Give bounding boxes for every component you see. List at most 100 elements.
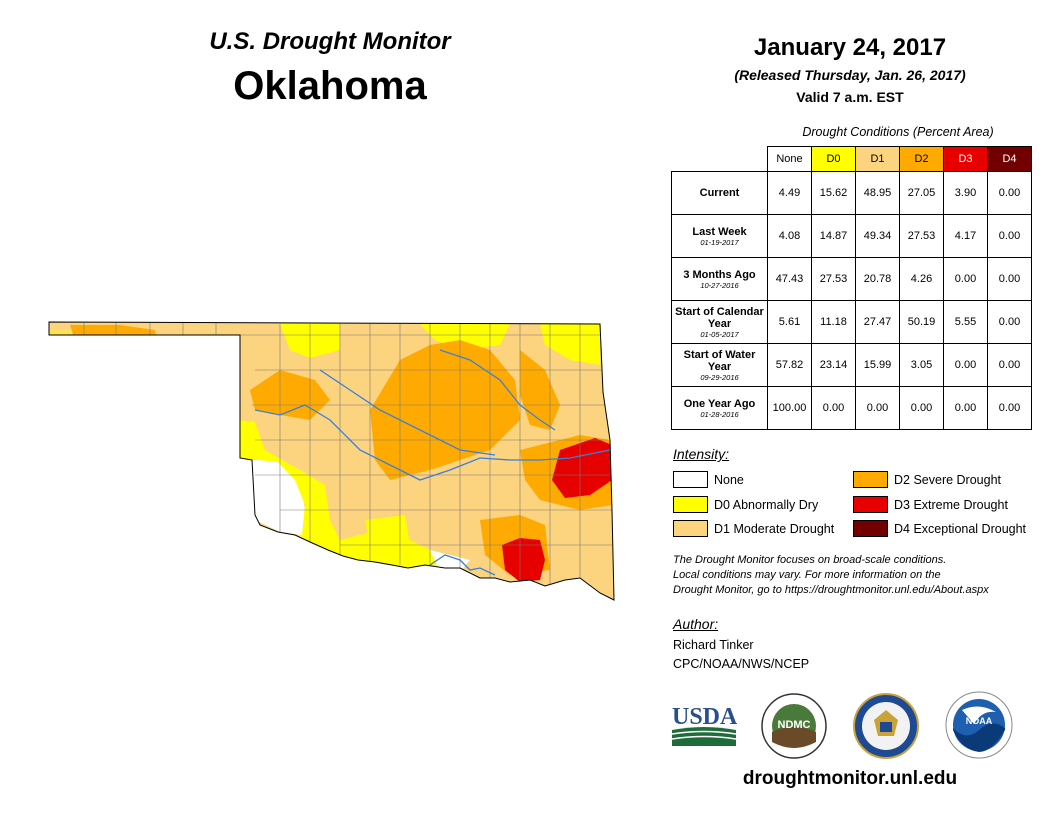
legend-item-d0: D0 Abnormally Dry — [673, 496, 818, 513]
table-cell: 5.61 — [767, 300, 812, 344]
table-cell: 27.47 — [855, 300, 900, 344]
table-cell: 11.18 — [811, 300, 856, 344]
table-cell: 50.19 — [899, 300, 944, 344]
table-cell: 20.78 — [855, 257, 900, 301]
col-d3: D3 — [943, 146, 988, 172]
legend-label: D1 Moderate Drought — [714, 521, 835, 536]
table-header-row: None D0 D1 D2 D3 D4 — [672, 146, 1032, 172]
row-date: 10-27-2016 — [700, 280, 739, 290]
table-cell: 0.00 — [855, 386, 900, 430]
table-row: Start of Water Year 09-29-2016 57.82 23.14 1… — [671, 343, 1032, 387]
table-cell: 48.95 — [855, 171, 900, 215]
table-cell: 4.26 — [899, 257, 944, 301]
legend-item-d4: D4 Exceptional Drought — [853, 520, 1026, 537]
row-label: Start of Water Year 09-29-2016 — [671, 343, 768, 387]
table-cell: 0.00 — [987, 257, 1032, 301]
col-d2: D2 — [899, 146, 944, 172]
none-area — [240, 460, 305, 535]
svg-text:USDA: USDA — [672, 704, 737, 730]
table-cell: 4.08 — [767, 214, 812, 258]
table-cell: 15.62 — [811, 171, 856, 215]
col-d0: D0 — [811, 146, 856, 172]
row-label: Current — [671, 171, 768, 215]
table-row: Start of Calendar Year 01-05-2017 5.61 11.1… — [671, 300, 1032, 344]
note-line: Local conditions may vary. For more info… — [673, 569, 941, 581]
legend-item-d2: D2 Severe Drought — [853, 471, 1001, 488]
legend-label: None — [714, 472, 744, 487]
table-cell: 0.00 — [811, 386, 856, 430]
row-label-text: Last Week — [692, 225, 747, 238]
legend-swatch — [673, 520, 708, 537]
map-date: January 24, 2017 — [753, 34, 947, 61]
table-cell: 4.49 — [767, 171, 812, 215]
row-label-text: Start of Water Year — [683, 348, 756, 373]
table-row: One Year Ago 01-28-2016 100.00 0.00 0.00 0.00… — [671, 386, 1032, 430]
table-cell: 0.00 — [943, 257, 988, 301]
col-d4: D4 — [987, 146, 1032, 172]
table-cell: 27.05 — [899, 171, 944, 215]
table-cell: 0.00 — [987, 214, 1032, 258]
noaa-logo-icon: NOAA — [945, 691, 1013, 759]
legend-item-d1: D1 Moderate Drought — [673, 520, 834, 537]
row-date: 01-19-2017 — [700, 237, 739, 247]
table-cell: 0.00 — [987, 300, 1032, 344]
drought-stats-table: None D0 D1 D2 D3 D4 Current 4.49 15.62 48.9… — [671, 146, 1032, 430]
row-label-text: Current — [699, 187, 740, 199]
table-cell: 0.00 — [943, 386, 988, 430]
table-row: Last Week 01-19-2017 4.08 14.87 49.34 27.53 4.… — [671, 214, 1032, 258]
river — [429, 554, 496, 576]
table-corner — [672, 147, 768, 172]
state-title: Oklahoma — [233, 64, 427, 108]
row-label: One Year Ago 01-28-2016 — [671, 386, 768, 430]
legend-swatch — [853, 471, 888, 488]
website-url: droughtmonitor.unl.edu — [742, 768, 958, 789]
author-name: Richard Tinker — [673, 638, 754, 652]
d0-area — [365, 515, 410, 548]
oklahoma-drought-map — [48, 321, 615, 601]
note-line: Drought Monitor, go to https://droughtmo… — [673, 584, 989, 596]
table-cell: 0.00 — [899, 386, 944, 430]
row-label: Start of Calendar Year 01-05-2017 — [671, 300, 768, 344]
row-label: Last Week 01-19-2017 — [671, 214, 768, 258]
col-none: None — [767, 146, 812, 172]
valid-time: Valid 7 a.m. EST — [796, 89, 904, 105]
table-caption: Drought Conditions (Percent Area) — [802, 125, 994, 139]
legend-swatch — [853, 520, 888, 537]
row-label: 3 Months Ago 10-27-2016 — [671, 257, 768, 301]
legend-swatch — [853, 496, 888, 513]
row-date: 09-29-2016 — [700, 372, 739, 382]
usda-logo-icon: USDA — [671, 704, 737, 746]
legend-label: D2 Severe Drought — [894, 472, 1002, 487]
table-cell: 0.00 — [987, 386, 1032, 430]
table-cell: 14.87 — [811, 214, 856, 258]
river — [319, 369, 496, 456]
table-cell: 100.00 — [767, 386, 812, 430]
row-label-text: 3 Months Ago — [683, 268, 756, 281]
d0-area — [420, 324, 510, 350]
legend-title: Intensity: — [673, 446, 730, 462]
map-title: U.S. Drought Monitor — [209, 28, 451, 55]
row-date: 01-28-2016 — [700, 409, 739, 419]
legend-item-none: None — [673, 471, 744, 488]
disclaimer-note: The Drought Monitor focuses on broad-sca… — [673, 553, 1043, 598]
table-cell: 0.00 — [987, 343, 1032, 387]
legend-label: D0 Abnormally Dry — [714, 497, 819, 512]
table-row: Current 4.49 15.62 48.95 27.05 3.90 0.00 — [671, 171, 1032, 215]
table-cell: 3.90 — [943, 171, 988, 215]
row-label-text: One Year Ago — [683, 397, 756, 410]
svg-text:NOAA: NOAA — [966, 716, 993, 726]
table-cell: 47.43 — [767, 257, 812, 301]
legend-swatch — [673, 496, 708, 513]
row-label-text: Start of Calendar Year — [675, 305, 764, 330]
table-cell: 23.14 — [811, 343, 856, 387]
river — [439, 349, 556, 431]
row-date: 01-05-2017 — [700, 329, 739, 339]
d0-area — [540, 324, 600, 365]
legend-item-d3: D3 Extreme Drought — [853, 496, 1008, 513]
table-cell: 3.05 — [899, 343, 944, 387]
author-title: Author: — [673, 616, 719, 632]
col-d1: D1 — [855, 146, 900, 172]
commerce-seal-icon — [853, 693, 919, 759]
d2-area — [370, 340, 520, 480]
release-date: (Released Thursday, Jan. 26, 2017) — [734, 67, 966, 83]
